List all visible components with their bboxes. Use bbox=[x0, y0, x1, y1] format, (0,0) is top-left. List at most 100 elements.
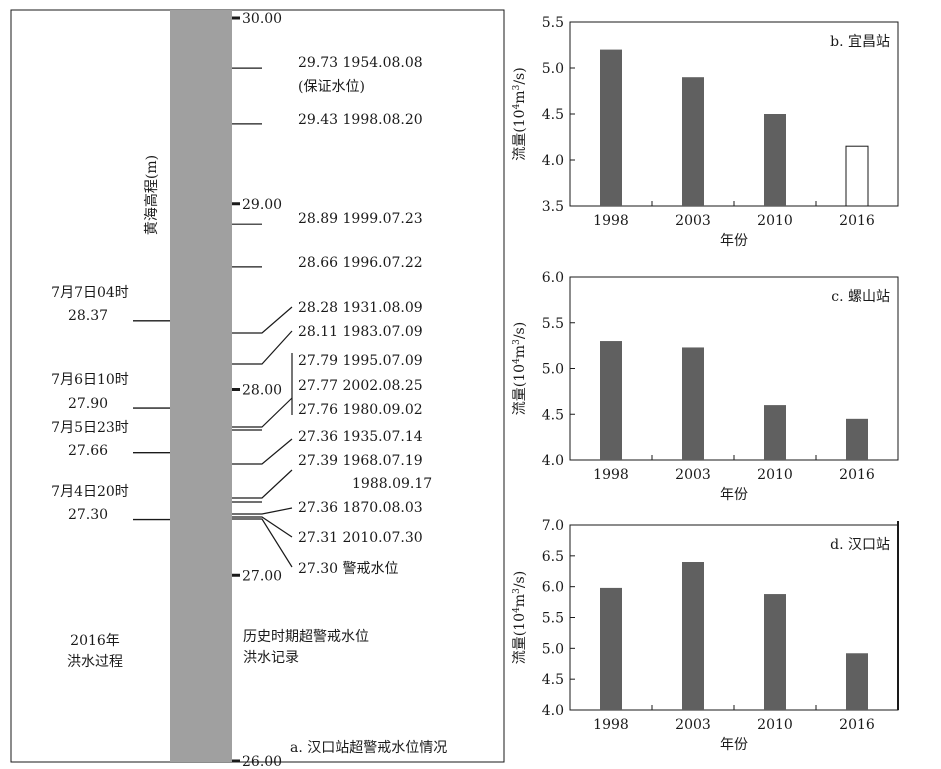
xtick-label-2-3: 2016 bbox=[839, 717, 875, 733]
bar-charts: 3.5 4.0 4.5 5.0 5.5 1998 2003 2010 2016 年份 b. 宜昌站流… bbox=[512, 15, 899, 753]
chart-title-2: d. 汉口站 bbox=[830, 537, 890, 553]
bar-1-0 bbox=[600, 341, 622, 460]
major-tick-label-3: 27.00 bbox=[242, 568, 282, 584]
gauge-column bbox=[170, 10, 232, 762]
ytick-label-1-4: 6.0 bbox=[542, 270, 564, 286]
leader-4 bbox=[232, 306, 293, 334]
bar-2-0 bbox=[600, 587, 622, 710]
leader-8 bbox=[232, 438, 293, 465]
event-level-0: 28.37 bbox=[68, 308, 108, 324]
panel-a-ylabel: 黄海高程(m) bbox=[143, 155, 160, 235]
leader-12 bbox=[232, 516, 293, 538]
bar-0-0 bbox=[600, 49, 622, 206]
ytick-label-1-2: 5.0 bbox=[542, 362, 564, 378]
ytick-label-2-2: 5.0 bbox=[542, 641, 564, 657]
leader-13 bbox=[232, 518, 293, 568]
history-record-11: 1988.09.17 bbox=[352, 476, 432, 492]
ytick-label-1-1: 4.5 bbox=[542, 407, 564, 423]
ylabel-2: 流量(104m3/s) bbox=[512, 571, 528, 664]
panel-a-caption: a. 汉口站超警戒水位情况 bbox=[290, 740, 447, 756]
panel-a-history-records: 29.73 1954.08.08 29.43 1998.08.20 28.89 19… bbox=[232, 55, 432, 577]
left-group-label-line1: 2016年 bbox=[70, 633, 120, 649]
ytick-label-0-1: 4.0 bbox=[542, 153, 564, 169]
history-record-8: 27.76 1980.09.02 bbox=[298, 402, 423, 418]
leader-6 bbox=[232, 397, 293, 428]
ytick-label-2-4: 6.0 bbox=[542, 580, 564, 596]
chart-title-1: c. 螺山站 bbox=[831, 289, 890, 305]
xtick-label-2-0: 1998 bbox=[593, 717, 629, 733]
bar-1-1 bbox=[682, 347, 704, 460]
ytick-label-2-6: 7.0 bbox=[542, 518, 564, 534]
history-record-9: 27.36 1935.07.14 bbox=[298, 429, 423, 445]
ytick-label-1-0: 4.0 bbox=[542, 453, 564, 469]
xtick-label-2-1: 2003 bbox=[675, 717, 711, 733]
bar-0-3 bbox=[845, 145, 869, 207]
history-record-4: 28.28 1931.08.09 bbox=[298, 300, 423, 316]
ytick-label-2-1: 4.5 bbox=[542, 672, 564, 688]
xtick-label-2-2: 2010 bbox=[757, 717, 793, 733]
bar-2-3 bbox=[846, 653, 868, 710]
ylabel-1: 流量(104m3/s) bbox=[512, 322, 528, 415]
history-record-12: 27.36 1870.08.03 bbox=[298, 500, 423, 516]
right-group-label-line1: 历史时期超警戒水位 bbox=[243, 629, 369, 645]
ytick-label-0-4: 5.5 bbox=[542, 15, 564, 31]
major-tick-label-0: 30.00 bbox=[242, 11, 282, 27]
history-record-1: 29.43 1998.08.20 bbox=[298, 112, 423, 128]
ytick-label-1-3: 5.5 bbox=[542, 316, 564, 332]
leader-9 bbox=[232, 469, 293, 499]
xlabel-2: 年份 bbox=[720, 737, 748, 753]
major-tick-label-4: 26.00 bbox=[242, 754, 282, 769]
bar-chart-1: 4.0 4.5 5.0 5.5 6.0 1998 2003 2010 2016 年份 c. 螺山站流… bbox=[512, 270, 899, 503]
ylabel-0: 流量(104m3/s) bbox=[512, 67, 528, 160]
panel-a-water-level: 黄海高程(m) 30.00 29.00 28.00 27.00 26.00 7月7日04… bbox=[10, 9, 505, 769]
xtick-label-0-2: 2010 bbox=[757, 213, 793, 229]
xtick-label-0-0: 1998 bbox=[593, 213, 629, 229]
xtick-label-1-1: 2003 bbox=[675, 467, 711, 483]
event-date-1: 7月6日10时 bbox=[51, 372, 129, 388]
history-record-2: 28.89 1999.07.23 bbox=[298, 211, 423, 227]
event-level-3: 27.30 bbox=[68, 507, 108, 523]
history-record-5: 28.11 1983.07.09 bbox=[298, 324, 423, 340]
history-record-14: 27.30 警戒水位 bbox=[298, 561, 399, 577]
bar-chart-2: 4.0 4.5 5.0 5.5 6.0 6.5 7.0 1998 2003 2010 2016 年份 d… bbox=[512, 518, 899, 753]
ytick-label-0-3: 5.0 bbox=[542, 61, 564, 77]
ytick-label-2-5: 6.5 bbox=[542, 549, 564, 565]
history-note-0: (保证水位) bbox=[298, 79, 365, 95]
leader-5 bbox=[232, 330, 293, 365]
major-tick-label-2: 28.00 bbox=[242, 383, 282, 399]
xtick-label-1-3: 2016 bbox=[839, 467, 875, 483]
bar-1-2 bbox=[764, 405, 786, 460]
xtick-label-1-2: 2010 bbox=[757, 467, 793, 483]
history-record-13: 27.31 2010.07.30 bbox=[298, 530, 423, 546]
xtick-label-0-1: 2003 bbox=[675, 213, 711, 229]
ytick-label-2-0: 4.0 bbox=[542, 703, 564, 719]
history-record-10: 27.39 1968.07.19 bbox=[298, 453, 423, 469]
event-date-2: 7月5日23时 bbox=[51, 420, 129, 436]
event-date-0: 7月7日04时 bbox=[51, 285, 129, 301]
history-record-3: 28.66 1996.07.22 bbox=[298, 255, 423, 271]
bar-0-2 bbox=[764, 114, 786, 206]
panel-a-ticks: 30.00 29.00 28.00 27.00 26.00 bbox=[232, 11, 282, 769]
event-level-1: 27.90 bbox=[68, 396, 108, 412]
panel-a-2016-events: 7月7日04时 28.37 7月6日10时 27.90 7月5日23时 27.66 7月4日… bbox=[51, 285, 170, 523]
major-tick-label-1: 29.00 bbox=[242, 197, 282, 213]
chart-title-0: b. 宜昌站 bbox=[830, 34, 890, 50]
xlabel-1: 年份 bbox=[720, 487, 748, 503]
event-date-3: 7月4日20时 bbox=[51, 484, 129, 500]
bar-1-3 bbox=[846, 418, 868, 460]
history-record-0: 29.73 1954.08.08 bbox=[298, 55, 423, 71]
bar-0-1 bbox=[682, 77, 704, 206]
panel-a-frame bbox=[10, 9, 505, 763]
ytick-label-0-2: 4.5 bbox=[542, 107, 564, 123]
right-group-label-line2: 洪水记录 bbox=[243, 650, 299, 666]
history-record-7: 27.77 2002.08.25 bbox=[298, 378, 423, 394]
ytick-label-0-0: 3.5 bbox=[542, 199, 564, 215]
bar-2-2 bbox=[764, 594, 786, 710]
history-record-6: 27.79 1995.07.09 bbox=[298, 353, 423, 369]
bar-2-1 bbox=[682, 562, 704, 710]
bar-chart-0: 3.5 4.0 4.5 5.0 5.5 1998 2003 2010 2016 年份 b. 宜昌站流… bbox=[512, 15, 899, 249]
event-level-2: 27.66 bbox=[68, 443, 108, 459]
leader-11 bbox=[232, 507, 293, 515]
xlabel-0: 年份 bbox=[720, 233, 748, 249]
